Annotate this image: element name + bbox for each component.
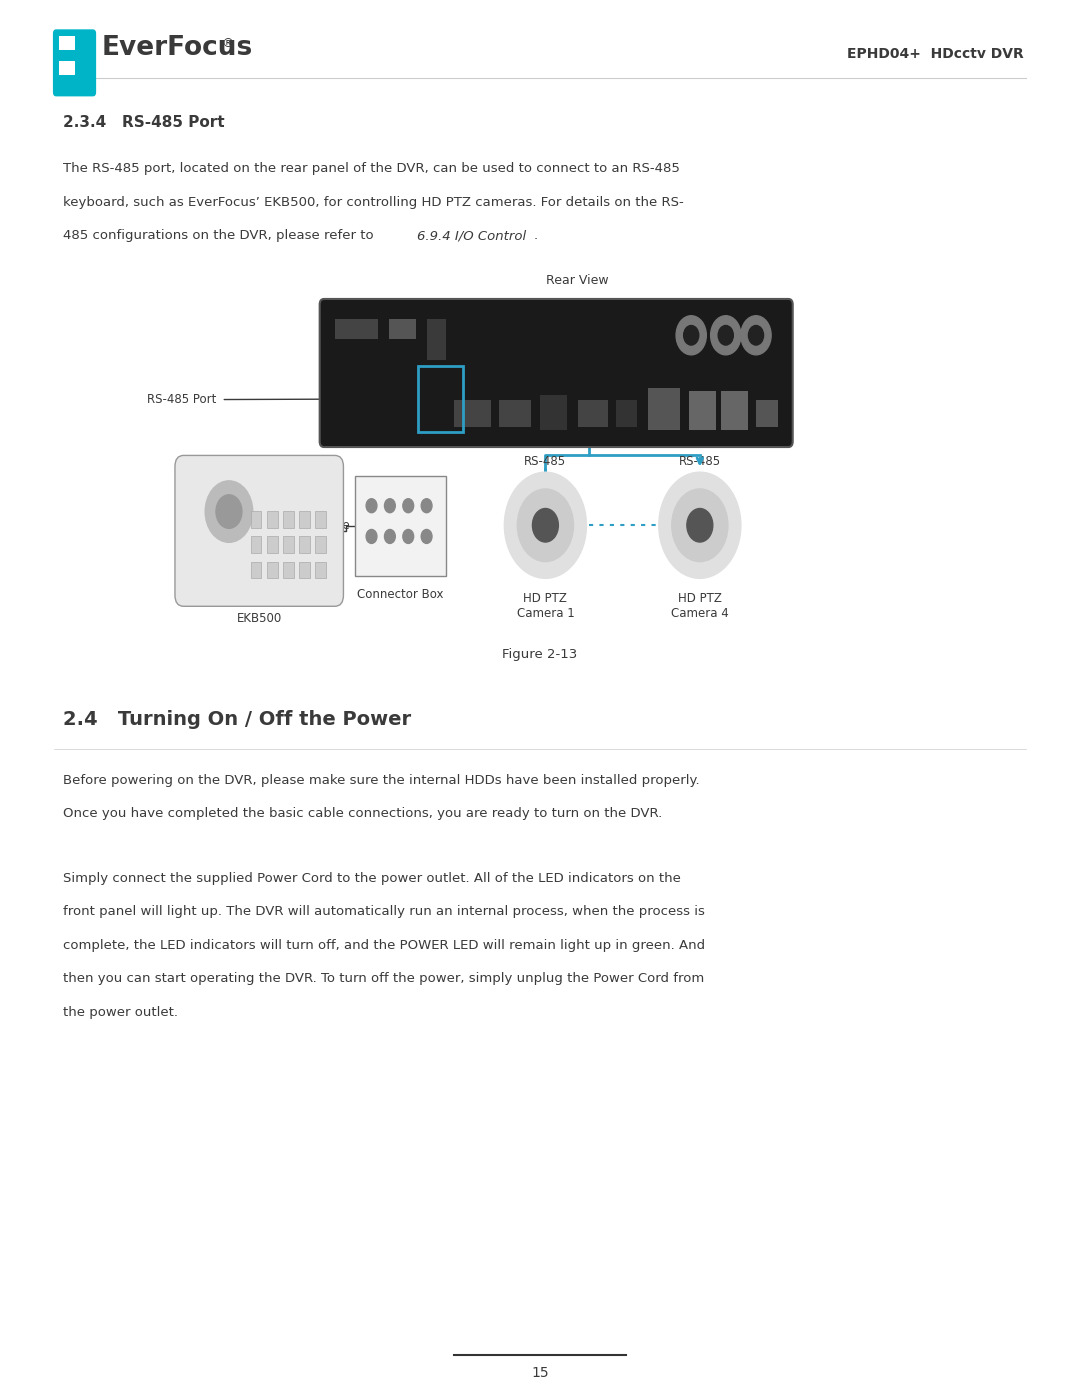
Circle shape	[517, 489, 573, 562]
Circle shape	[216, 495, 242, 528]
Bar	[721, 391, 748, 430]
Text: complete, the LED indicators will turn off, and the POWER LED will remain light : complete, the LED indicators will turn o…	[63, 939, 705, 951]
Text: Once you have completed the basic cable connections, you are ready to turn on th: Once you have completed the basic cable …	[63, 807, 662, 820]
Circle shape	[672, 489, 728, 562]
Text: 485 configurations on the DVR, please refer to: 485 configurations on the DVR, please re…	[63, 229, 378, 242]
Bar	[299, 511, 310, 528]
Bar	[389, 319, 416, 339]
Bar	[454, 400, 491, 427]
Bar	[315, 536, 326, 553]
Bar	[315, 562, 326, 578]
Bar	[267, 536, 278, 553]
Bar	[578, 400, 608, 427]
Text: Before powering on the DVR, please make sure the internal HDDs have been install: Before powering on the DVR, please make …	[63, 774, 699, 787]
Text: Simply connect the supplied Power Cord to the power outlet. All of the LED indic: Simply connect the supplied Power Cord t…	[63, 872, 680, 884]
Bar	[427, 319, 446, 360]
Circle shape	[684, 326, 699, 345]
Bar	[315, 511, 326, 528]
Circle shape	[504, 472, 586, 578]
Bar	[299, 536, 310, 553]
Bar	[299, 562, 310, 578]
FancyBboxPatch shape	[53, 29, 96, 96]
Bar	[499, 400, 531, 427]
Circle shape	[687, 509, 713, 542]
Circle shape	[421, 529, 432, 543]
Circle shape	[718, 326, 733, 345]
Text: Rear View: Rear View	[546, 274, 609, 286]
Bar	[267, 511, 278, 528]
Text: Connector Box: Connector Box	[357, 588, 444, 601]
Bar	[648, 388, 680, 430]
Circle shape	[403, 529, 414, 543]
Bar	[689, 391, 716, 430]
Bar	[335, 319, 378, 339]
FancyBboxPatch shape	[59, 61, 75, 75]
Circle shape	[659, 472, 741, 578]
Text: RS-485: RS-485	[678, 455, 721, 468]
FancyBboxPatch shape	[175, 455, 343, 606]
Circle shape	[421, 499, 432, 513]
Bar	[251, 536, 261, 553]
Circle shape	[384, 499, 395, 513]
Circle shape	[366, 499, 377, 513]
Circle shape	[403, 499, 414, 513]
Bar	[283, 511, 294, 528]
Text: LAN2: LAN2	[457, 430, 472, 436]
Bar	[283, 536, 294, 553]
FancyBboxPatch shape	[355, 476, 446, 576]
Circle shape	[205, 481, 253, 542]
Text: VGA: VGA	[530, 430, 541, 436]
Bar	[251, 562, 261, 578]
Text: the power outlet.: the power outlet.	[63, 1006, 177, 1018]
Circle shape	[711, 316, 741, 355]
Text: 2.4   Turning On / Off the Power: 2.4 Turning On / Off the Power	[63, 710, 410, 729]
Circle shape	[384, 529, 395, 543]
Bar	[616, 400, 637, 427]
Bar	[283, 562, 294, 578]
Text: HD PTZ
Camera 1: HD PTZ Camera 1	[516, 592, 575, 620]
Bar	[540, 395, 567, 430]
Circle shape	[532, 509, 558, 542]
Text: front panel will light up. The DVR will automatically run an internal process, w: front panel will light up. The DVR will …	[63, 905, 704, 918]
Text: EPHD04+  HDcctv DVR: EPHD04+ HDcctv DVR	[847, 47, 1024, 61]
Text: 2.3.4   RS-485 Port: 2.3.4 RS-485 Port	[63, 115, 225, 130]
Text: .: .	[534, 229, 538, 242]
Circle shape	[748, 326, 764, 345]
FancyBboxPatch shape	[320, 299, 793, 447]
Bar	[267, 562, 278, 578]
Text: then you can start operating the DVR. To turn off the power, simply unplug the P: then you can start operating the DVR. To…	[63, 972, 704, 985]
Text: EKB500: EKB500	[237, 612, 282, 624]
Text: RS-485 Port: RS-485 Port	[147, 393, 216, 407]
Text: The RS-485 port, located on the rear panel of the DVR, can be used to connect to: The RS-485 port, located on the rear pan…	[63, 162, 679, 175]
Text: Figure 2-13: Figure 2-13	[502, 648, 578, 661]
Text: RJ-45 Cable: RJ-45 Cable	[282, 520, 350, 532]
Text: 15: 15	[531, 1366, 549, 1380]
Text: 6.9.4 I/O Control: 6.9.4 I/O Control	[417, 229, 526, 242]
Text: HD PTZ
Camera 4: HD PTZ Camera 4	[671, 592, 729, 620]
Bar	[251, 511, 261, 528]
Circle shape	[366, 529, 377, 543]
Text: ®: ®	[221, 38, 234, 50]
Circle shape	[741, 316, 771, 355]
FancyBboxPatch shape	[59, 36, 75, 50]
Bar	[756, 400, 778, 427]
Text: EverFocus: EverFocus	[102, 35, 253, 61]
Text: LAN1: LAN1	[390, 430, 405, 436]
Circle shape	[676, 316, 706, 355]
Text: HDMI: HDMI	[584, 430, 599, 436]
Text: RS-485: RS-485	[524, 455, 567, 468]
Text: keyboard, such as EverFocus’ EKB500, for controlling HD PTZ cameras. For details: keyboard, such as EverFocus’ EKB500, for…	[63, 196, 684, 208]
Text: DC 12V: DC 12V	[334, 430, 353, 436]
